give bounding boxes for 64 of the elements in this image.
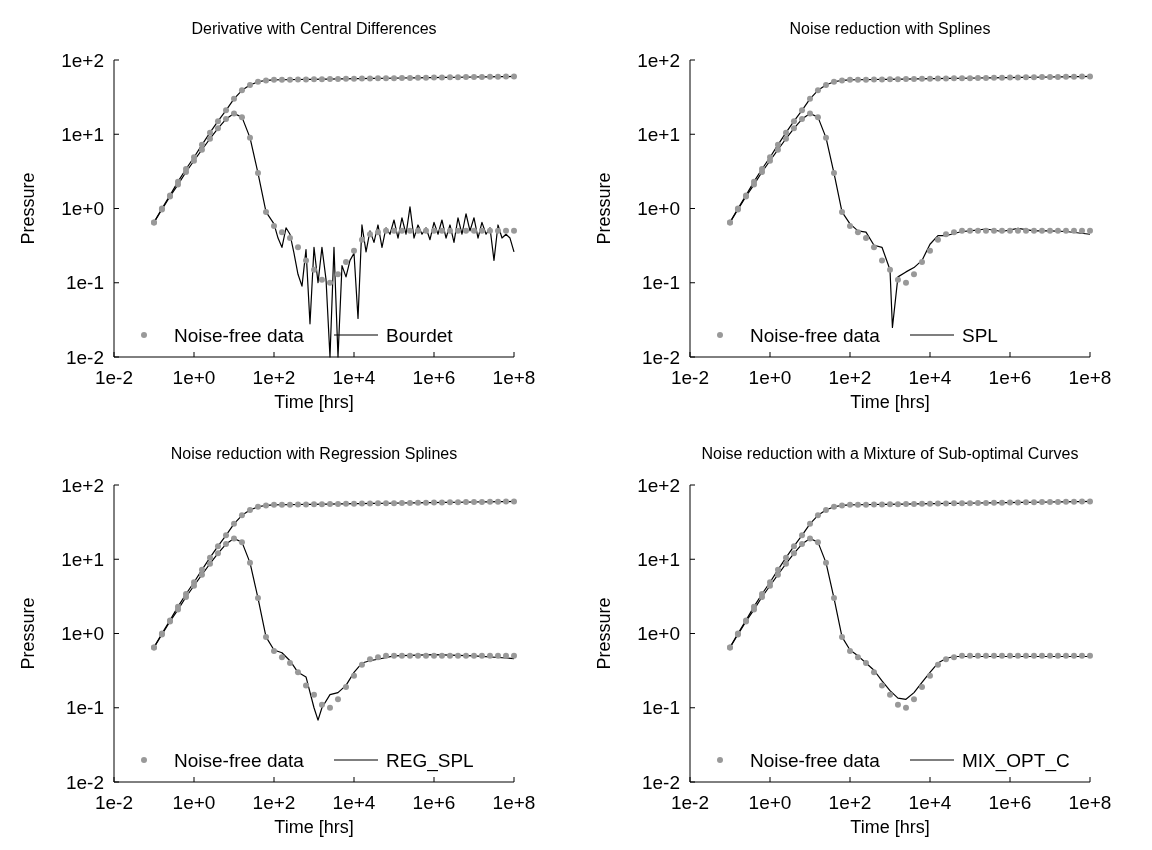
y-tick-label: 1e-2 — [65, 346, 104, 368]
x-tick-label: 1e+6 — [988, 792, 1032, 813]
x-tick-label: 1e+4 — [908, 367, 952, 388]
x-tick-label: 1e+2 — [252, 367, 296, 388]
x-tick-label: 1e+0 — [748, 792, 792, 813]
y-tick-label: 1e+2 — [61, 474, 104, 496]
legend-label: Noise-free data — [174, 324, 305, 346]
y-tick-label: 1e-1 — [641, 697, 680, 719]
y-tick-label: 1e+1 — [637, 123, 680, 145]
x-tick-label: 1e+2 — [252, 792, 296, 813]
y-tick-label: 1e-1 — [641, 272, 680, 294]
y-axis-title: Pressure — [594, 597, 614, 670]
legend-label: REG_SPL — [386, 749, 474, 772]
chart-title: Noise reduction with Regression Splines — [170, 445, 458, 462]
legend-label: Noise-free data — [174, 749, 305, 771]
x-tick-label: 1e+6 — [988, 367, 1032, 388]
x-axis-title: Time [hrs] — [850, 817, 930, 837]
x-tick-label: 1e+4 — [332, 792, 376, 813]
chart-title: Derivative with Central Differences — [191, 20, 437, 37]
x-tick-label: 1e+0 — [172, 792, 216, 813]
legend-label: Bourdet — [386, 324, 454, 346]
x-axis-title: Time [hrs] — [274, 392, 354, 412]
y-tick-label: 1e+0 — [61, 198, 104, 220]
legend-label: Noise-free data — [750, 749, 881, 771]
x-tick-label: 1e-2 — [94, 367, 134, 388]
x-tick-label: 1e+6 — [412, 367, 456, 388]
x-tick-label: 1e+8 — [1068, 792, 1112, 813]
x-tick-label: 1e+8 — [1068, 367, 1112, 388]
y-axis-title: Pressure — [18, 172, 38, 245]
y-axis-title: Pressure — [18, 597, 38, 670]
legend-label: Noise-free data — [750, 324, 881, 346]
y-tick-label: 1e+0 — [637, 198, 680, 220]
x-tick-label: 1e-2 — [670, 792, 710, 813]
y-tick-label: 1e+0 — [61, 623, 104, 645]
y-tick-label: 1e-2 — [641, 771, 680, 793]
x-tick-label: 1e-2 — [94, 792, 134, 813]
y-tick-label: 1e+1 — [637, 548, 680, 570]
x-tick-label: 1e+4 — [908, 792, 952, 813]
x-tick-label: 1e+0 — [748, 367, 792, 388]
y-tick-label: 1e+0 — [637, 623, 680, 645]
y-tick-label: 1e+2 — [61, 49, 104, 71]
x-tick-label: 1e+2 — [828, 792, 872, 813]
x-tick-label: 1e+0 — [172, 367, 216, 388]
y-tick-label: 1e-1 — [65, 272, 104, 294]
y-tick-label: 1e+1 — [61, 123, 104, 145]
x-tick-label: 1e+8 — [492, 367, 536, 388]
chart-title: Noise reduction with Splines — [789, 20, 991, 37]
chart-title: Noise reduction with a Mixture of Sub-optimal Curves — [701, 445, 1079, 462]
y-tick-label: 1e+2 — [637, 49, 680, 71]
x-axis-title: Time [hrs] — [850, 392, 930, 412]
x-tick-label: 1e+6 — [412, 792, 456, 813]
x-tick-label: 1e+8 — [492, 792, 536, 813]
x-tick-label: 1e+2 — [828, 367, 872, 388]
y-tick-label: 1e+1 — [61, 548, 104, 570]
legend-label: MIX_OPT_C — [962, 749, 1070, 772]
y-tick-label: 1e-2 — [65, 771, 104, 793]
x-tick-label: 1e+4 — [332, 367, 376, 388]
y-axis-title: Pressure — [594, 172, 614, 245]
y-tick-label: 1e-1 — [65, 697, 104, 719]
x-axis-title: Time [hrs] — [274, 817, 354, 837]
y-tick-label: 1e-2 — [641, 346, 680, 368]
x-tick-label: 1e-2 — [670, 367, 710, 388]
legend-label: SPL — [962, 324, 998, 346]
y-tick-label: 1e+2 — [637, 474, 680, 496]
